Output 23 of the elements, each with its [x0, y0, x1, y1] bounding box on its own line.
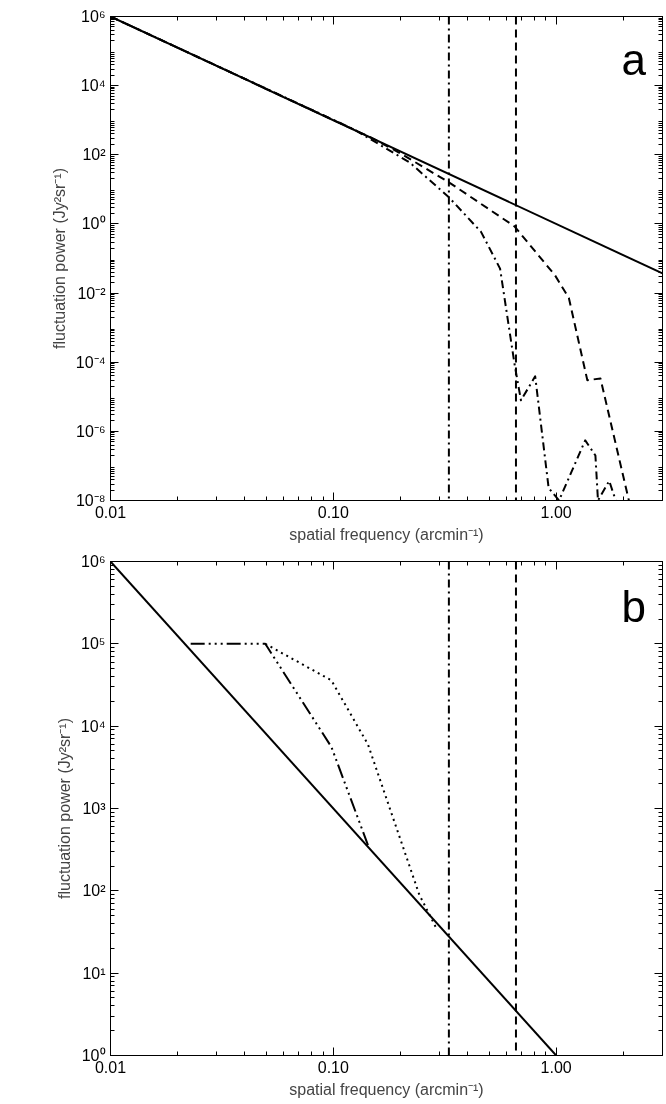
- y-axis-title: fluctuation power (Jy²sr⁻¹): [50, 167, 68, 350]
- x-tick-label: 0.10: [317, 1058, 350, 1076]
- x-axis-title: spatial frequency (arcmin⁻¹): [289, 1080, 484, 1098]
- y-tick-label: 10⁶: [81, 8, 106, 25]
- y-tick-label: 10⁻⁶: [76, 422, 106, 440]
- y-tick-label: 10¹: [82, 964, 106, 982]
- x-tick-label: 1.00: [540, 503, 572, 521]
- y-tick-label: 10⁻²: [77, 284, 107, 302]
- x-tick-label: 0.10: [317, 503, 350, 521]
- y-tick-label: 10³: [82, 800, 107, 817]
- y-tick-label: 10²: [82, 146, 107, 164]
- y-tick-label: 10⁰: [81, 215, 106, 233]
- y-tick-label: 10⁴: [80, 77, 106, 95]
- annotation: a: [621, 35, 647, 85]
- x-axis-title: spatial frequency (arcmin⁻¹): [289, 525, 484, 543]
- annotation: b: [621, 581, 646, 631]
- y-tick-label: 10⁴: [80, 717, 106, 735]
- y-axis-title: fluctuation power (Jy²sr⁻¹): [55, 717, 73, 900]
- x-tick-label: 1.00: [540, 1058, 572, 1076]
- y-tick-label: 10²: [82, 882, 107, 900]
- y-tick-label: 10⁶: [81, 553, 106, 570]
- y-tick-label: 10⁵: [81, 635, 106, 653]
- y-tick-label: 10⁻⁴: [75, 353, 106, 371]
